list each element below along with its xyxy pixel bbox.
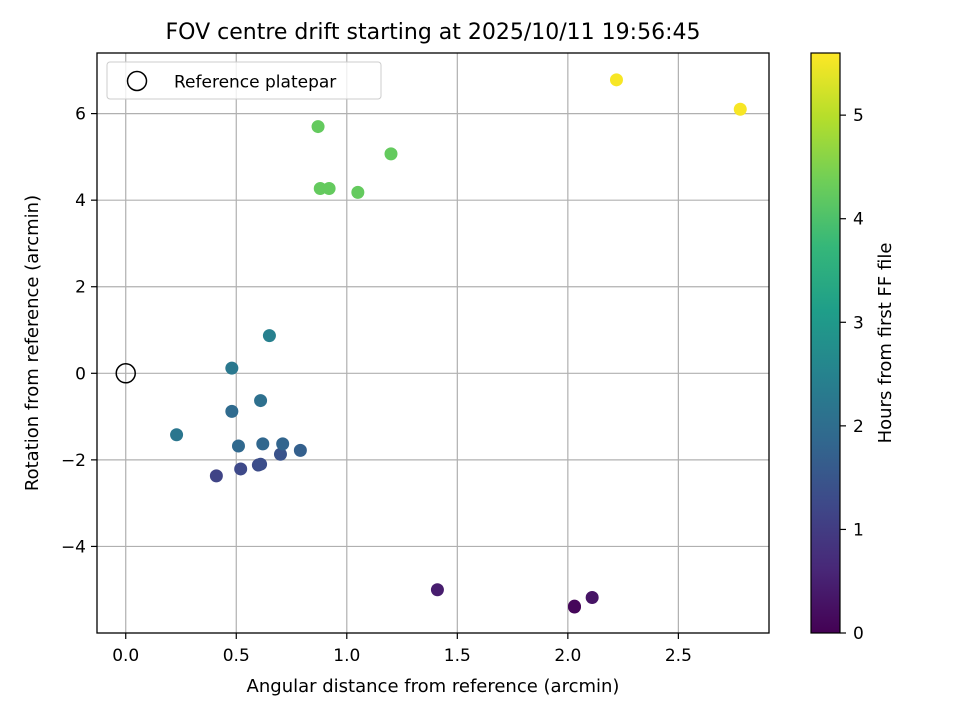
data-point [273, 447, 287, 461]
x-tick-label: 1.5 [444, 646, 471, 666]
y-tick-label: 0 [75, 364, 86, 384]
colorbar: 0 1 2 3 4 5 Hours from first FF file [810, 52, 896, 644]
data-point [311, 120, 325, 134]
data-point [384, 147, 398, 161]
data-point [276, 437, 290, 451]
x-axis-ticks: 0.0 0.5 1.0 1.5 2.0 2.5 [112, 633, 692, 666]
data-point [430, 583, 444, 597]
data-point [170, 428, 184, 442]
plot-frame [96, 52, 770, 634]
y-tick-label: 4 [75, 191, 86, 211]
x-axis-label: Angular distance from reference (arcmin) [247, 676, 620, 697]
data-point [234, 462, 248, 476]
data-point [254, 394, 268, 408]
legend: Reference platepar [106, 61, 382, 100]
data-point [351, 185, 365, 199]
data-point [567, 599, 581, 613]
y-tick-label: −2 [61, 451, 86, 471]
colorbar-gradient [810, 52, 841, 634]
y-tick-label: −4 [61, 537, 86, 557]
data-point [231, 439, 245, 453]
y-axis-label: Rotation from reference (arcmin) [22, 195, 43, 491]
data-point [225, 404, 239, 418]
data-point [733, 102, 747, 116]
grid [97, 53, 769, 633]
legend-box [106, 61, 382, 100]
colorbar-tick-label: 4 [853, 210, 864, 230]
legend-label: Reference platepar [174, 73, 336, 93]
x-tick-label: 2.0 [554, 646, 581, 666]
x-tick-label: 0.0 [112, 646, 139, 666]
data-point [254, 457, 268, 471]
y-tick-label: 6 [75, 105, 86, 125]
colorbar-tick-label: 0 [853, 624, 864, 644]
data-point [225, 361, 239, 375]
y-tick-label: 2 [75, 278, 86, 298]
x-tick-label: 1.0 [333, 646, 360, 666]
data-point [256, 437, 270, 451]
colorbar-tick-label: 3 [853, 313, 864, 333]
data-point [262, 329, 276, 343]
reference-platepar-marker [115, 363, 136, 384]
data-point [209, 469, 223, 483]
y-axis-ticks: −4 −2 0 2 4 6 [61, 105, 97, 557]
x-tick-label: 0.5 [223, 646, 250, 666]
data-point [322, 181, 336, 195]
data-point [293, 443, 307, 457]
colorbar-label: Hours from first FF file [875, 243, 896, 444]
chart-title: FOV centre drift starting at 2025/10/11 … [166, 20, 701, 45]
data-point [585, 591, 599, 605]
colorbar-ticks: 0 1 2 3 4 5 [840, 106, 864, 644]
data-points [170, 73, 747, 614]
colorbar-tick-label: 1 [853, 520, 864, 540]
x-tick-label: 2.5 [665, 646, 692, 666]
data-point [609, 73, 623, 87]
legend-open-circle-marker [126, 70, 148, 92]
reference-marker-layer [115, 363, 136, 384]
colorbar-tick-label: 5 [853, 106, 864, 126]
colorbar-tick-label: 2 [853, 417, 864, 437]
